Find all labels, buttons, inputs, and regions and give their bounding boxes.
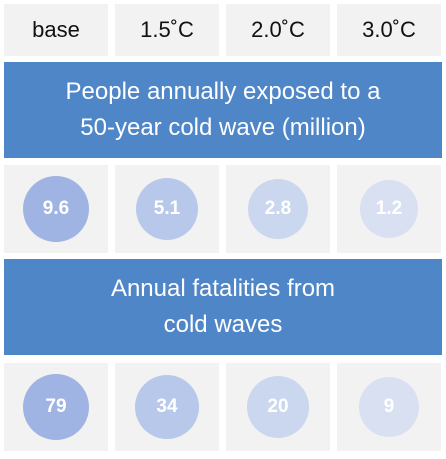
exposure-cell-base: 9.6 [4, 165, 108, 253]
exposure-title-line-1: People annually exposed to a [65, 78, 381, 105]
exposure-cell-2-0c: 2.8 [226, 165, 330, 253]
exposure-section-title: People annually exposed to a 50-year col… [4, 62, 442, 158]
scenario-header-2-0c: 2.0˚C [226, 4, 330, 56]
exposure-value-1-5c: 5.1 [136, 178, 198, 240]
exposure-cell-1-5c: 5.1 [115, 165, 219, 253]
exposure-title-line-2: 50-year cold wave (million) [80, 114, 366, 141]
fatalities-cell-1-5c: 34 [115, 363, 219, 451]
fatalities-value-3-0c: 9 [359, 377, 419, 437]
exposure-value-base: 9.6 [23, 176, 89, 242]
fatalities-cell-base: 79 [4, 363, 108, 451]
scenario-header-1-5c: 1.5˚C [115, 4, 219, 56]
exposure-value-3-0c: 1.2 [360, 180, 418, 238]
fatalities-value-2-0c: 20 [247, 376, 309, 438]
fatalities-title-line-2: cold waves [163, 311, 283, 338]
fatalities-title-line-1: Annual fatalities from [110, 275, 336, 302]
scenario-header-3-0c: 3.0˚C [337, 4, 441, 56]
fatalities-section-title: Annual fatalities from cold waves [4, 259, 442, 355]
fatalities-value-base: 79 [23, 374, 89, 440]
exposure-value-2-0c: 2.8 [248, 179, 308, 239]
fatalities-cell-2-0c: 20 [226, 363, 330, 451]
exposure-cell-3-0c: 1.2 [337, 165, 441, 253]
scenario-header-base: base [4, 4, 108, 56]
fatalities-cell-3-0c: 9 [337, 363, 441, 451]
fatalities-value-1-5c: 34 [135, 375, 199, 439]
